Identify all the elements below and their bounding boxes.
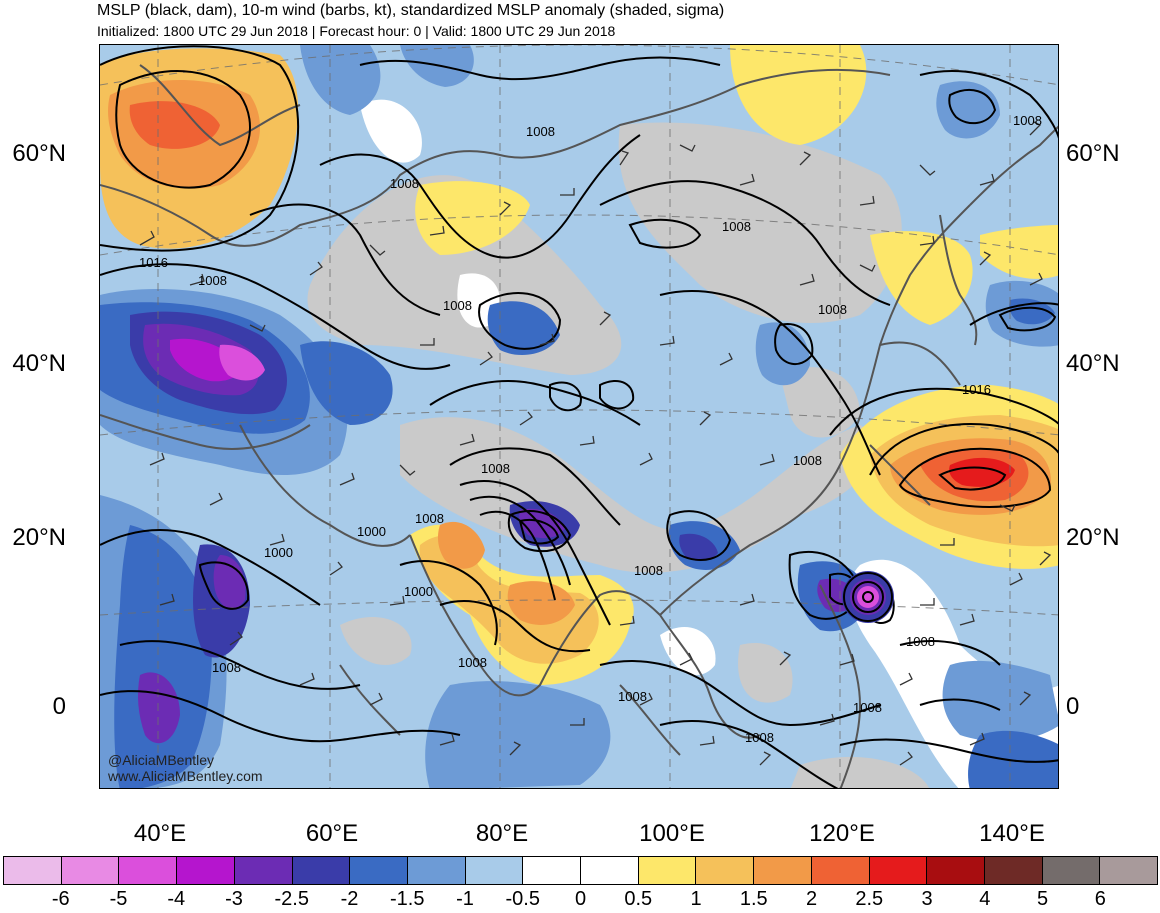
colorbar-swatch xyxy=(869,857,928,884)
colorbar-tick-label: 5 xyxy=(1036,888,1049,910)
colorbar-tick-label: 1.5 xyxy=(739,888,768,910)
colorbar-tick-label: -1 xyxy=(456,888,474,910)
contour-label: 1008 xyxy=(526,124,555,139)
colorbar-tick-label: 2.5 xyxy=(855,888,884,910)
colorbar-swatch xyxy=(581,857,639,884)
contour-label: 1008 xyxy=(198,273,227,288)
contour-label: 1008 xyxy=(618,689,647,704)
credit-handle: @AliciaMBentley xyxy=(108,752,215,768)
lon-label-40e: 40°E xyxy=(133,820,187,847)
contour-label: 1008 xyxy=(853,700,882,715)
anomaly-colorbar xyxy=(3,856,1158,885)
contour-label: 1008 xyxy=(443,298,472,313)
contour-label: 1000 xyxy=(357,524,386,539)
lat-label-40n-right: 40°N xyxy=(1066,350,1120,377)
colorbar-tick-label: -2 xyxy=(340,888,359,910)
contour-labels: 1008 1008 1016 1008 1008 1008 1008 1008 … xyxy=(139,113,1042,745)
contour-label: 1008 xyxy=(1013,113,1042,128)
lat-label-0-right: 0 xyxy=(1066,693,1080,720)
lat-label-40n-left: 40°N xyxy=(12,350,66,377)
mslp-contours xyxy=(100,45,1058,788)
colorbar-tick-label: -5 xyxy=(109,888,128,910)
lat-label-20n-left: 20°N xyxy=(12,524,66,551)
colorbar-swatch xyxy=(4,857,62,884)
colorbar-tick-label: -2.5 xyxy=(274,888,309,910)
colorbar-tick-label: -0.5 xyxy=(505,888,540,910)
contour-label: 1008 xyxy=(415,511,444,526)
colorbar-swatch xyxy=(465,857,524,884)
lat-label-60n-left: 60°N xyxy=(12,140,66,167)
contour-label: 1008 xyxy=(793,453,822,468)
colorbar-tick-label: 0 xyxy=(574,888,587,910)
lon-label-60e: 60°E xyxy=(305,820,359,847)
contour-label: 1016 xyxy=(139,255,168,270)
contour-label: 1008 xyxy=(906,634,935,649)
credit-site: www.AliciaMBentley.com xyxy=(108,768,263,784)
colorbar-swatch xyxy=(1100,857,1158,884)
colorbar-tick-label: -1.5 xyxy=(390,888,425,910)
contour-label: 1008 xyxy=(634,563,663,578)
wind-barbs xyxy=(139,121,1052,766)
lon-label-80e: 80°E xyxy=(475,820,529,847)
contour-label: 1000 xyxy=(264,545,293,560)
lat-label-0-left: 0 xyxy=(52,693,66,720)
colorbar-tick-label: 0.5 xyxy=(624,888,653,910)
colorbar-swatch xyxy=(638,857,697,884)
colorbar-swatch xyxy=(523,857,582,884)
colorbar-swatch xyxy=(177,857,235,884)
colorbar-tick-label: -4 xyxy=(167,888,186,910)
contour-label: 1008 xyxy=(212,660,241,675)
contour-label: 1016 xyxy=(962,382,991,397)
contour-label: 1008 xyxy=(722,219,751,234)
map-title: MSLP (black, dam), 10-m wind (barbs, kt)… xyxy=(97,2,725,19)
contour-label: 1008 xyxy=(818,302,847,317)
colorbar-tick-label: 2 xyxy=(805,888,818,910)
contour-label: 1008 xyxy=(390,176,419,191)
colorbar-swatch xyxy=(754,857,812,884)
lon-label-140e: 140°E xyxy=(979,820,1045,847)
contour-label: 1008 xyxy=(481,461,510,476)
colorbar-tick-label: -6 xyxy=(51,888,70,910)
lon-label-100e: 100°E xyxy=(639,820,705,847)
tropical-low-center xyxy=(842,571,894,623)
map-canvas: 1008 1008 1016 1008 1008 1008 1008 1008 … xyxy=(100,45,1058,788)
lat-label-60n-right: 60°N xyxy=(1066,140,1120,167)
lat-label-20n-right: 20°N xyxy=(1066,524,1120,551)
colorbar-swatch xyxy=(927,857,985,884)
colorbar-swatch xyxy=(119,857,178,884)
colorbar-swatch xyxy=(292,857,351,884)
contour-label: 1000 xyxy=(404,584,433,599)
colorbar-swatch xyxy=(696,857,755,884)
colorbar-swatch xyxy=(61,857,120,884)
colorbar-swatch xyxy=(350,857,408,884)
colorbar-tick-label: 3 xyxy=(921,888,933,910)
colorbar-swatch xyxy=(407,857,466,884)
lon-label-120e: 120°E xyxy=(809,820,875,847)
contour-label: 1008 xyxy=(745,730,774,745)
colorbar-swatch xyxy=(984,857,1043,884)
colorbar-tick-label: 1 xyxy=(690,888,702,910)
colorbar-tick-label: 4 xyxy=(979,888,991,910)
colorbar-tick-label: 6 xyxy=(1094,888,1106,910)
colorbar-tick-label: -3 xyxy=(225,888,243,910)
contour-label: 1008 xyxy=(458,655,487,670)
colorbar-swatch xyxy=(234,857,293,884)
map-subtitle: Initialized: 1800 UTC 29 Jun 2018 | Fore… xyxy=(97,23,616,39)
colorbar-swatch xyxy=(1042,857,1101,884)
map-panel: 1008 1008 1016 1008 1008 1008 1008 1008 … xyxy=(99,44,1059,789)
anomaly-positive-areas xyxy=(100,45,1058,685)
colorbar-swatch xyxy=(811,857,870,884)
